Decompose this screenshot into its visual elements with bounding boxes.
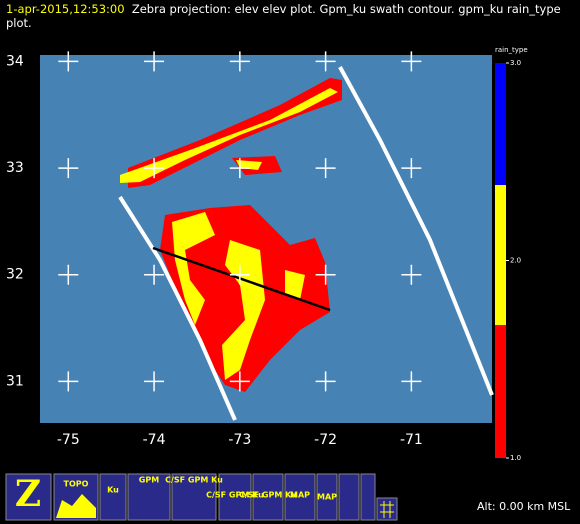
cross-section-line (152, 246, 331, 312)
y-tick-label: 34 (6, 53, 24, 69)
csf-button[interactable] (284, 473, 316, 521)
button-label: TOPO (64, 480, 89, 489)
ku-button[interactable] (127, 473, 171, 521)
swath-edges (118, 66, 494, 421)
grid-crosses (58, 51, 422, 392)
csf-button[interactable] (252, 473, 284, 521)
button-label: Ku (107, 486, 119, 495)
grid-button[interactable] (376, 497, 398, 521)
grid-cross (58, 371, 79, 392)
grid-cross (229, 158, 250, 179)
button-label: C/SF GPM Ku (206, 491, 264, 500)
button-label: GPM (139, 476, 159, 485)
grid-cross (144, 371, 165, 392)
grid-cross (401, 158, 422, 179)
y-tick-label: 31 (6, 373, 24, 389)
csf-button[interactable] (218, 473, 252, 521)
plot-description: Zebra projection: elev elev plot. Gpm_ku… (6, 2, 561, 30)
x-tick-label: -73 (228, 432, 251, 448)
colorbar-tick-label: 1.0 (510, 454, 521, 462)
grid-cross (401, 264, 422, 285)
x-tick-label: -75 (57, 432, 80, 448)
altitude-status: Alt: 0.00 km MSL (477, 500, 571, 513)
grid-cross (315, 158, 336, 179)
map-button[interactable] (316, 473, 338, 521)
grid-cross (229, 264, 250, 285)
colorbar-tick-label: 2.0 (510, 257, 521, 265)
map-button[interactable] (338, 473, 360, 521)
y-tick-label: 32 (6, 267, 24, 283)
ir-button[interactable] (99, 473, 127, 521)
button-label: MAP (317, 493, 337, 502)
colorbar: rain_type (495, 46, 528, 458)
timestamp: 1-apr-2015,12:53:00 (6, 2, 125, 16)
grid-cross (229, 371, 250, 392)
grid-cross (315, 51, 336, 72)
x-tick-label: -71 (400, 432, 423, 448)
grid-cross (144, 51, 165, 72)
zebra-button[interactable] (5, 473, 52, 521)
button-label: MAP (290, 491, 310, 500)
button-label: C/SF GPM Ku (239, 491, 297, 500)
header: 1-apr-2015,12:53:00 Zebra projection: el… (6, 2, 566, 30)
grid-cross (58, 51, 79, 72)
grid-cross (144, 264, 165, 285)
x-tick-label: -74 (143, 432, 166, 448)
grid-cross (58, 158, 79, 179)
svg-text:Z: Z (15, 473, 41, 515)
y-tick-label: 33 (6, 160, 24, 176)
grid-cross (401, 371, 422, 392)
colorbar-tick-label: 3.0 (510, 59, 521, 67)
grid-cross (401, 51, 422, 72)
gpm-button[interactable] (171, 473, 217, 521)
button-label: C/SF GPM Ku (165, 476, 223, 485)
grid-cross (315, 371, 336, 392)
grid-cross (144, 158, 165, 179)
grid-cross (315, 264, 336, 285)
grid-cross (229, 51, 250, 72)
bounds-button[interactable] (360, 473, 376, 521)
x-tick-label: -72 (314, 432, 337, 448)
colorbar-title: rain_type (495, 46, 528, 54)
grid-cross (58, 264, 79, 285)
